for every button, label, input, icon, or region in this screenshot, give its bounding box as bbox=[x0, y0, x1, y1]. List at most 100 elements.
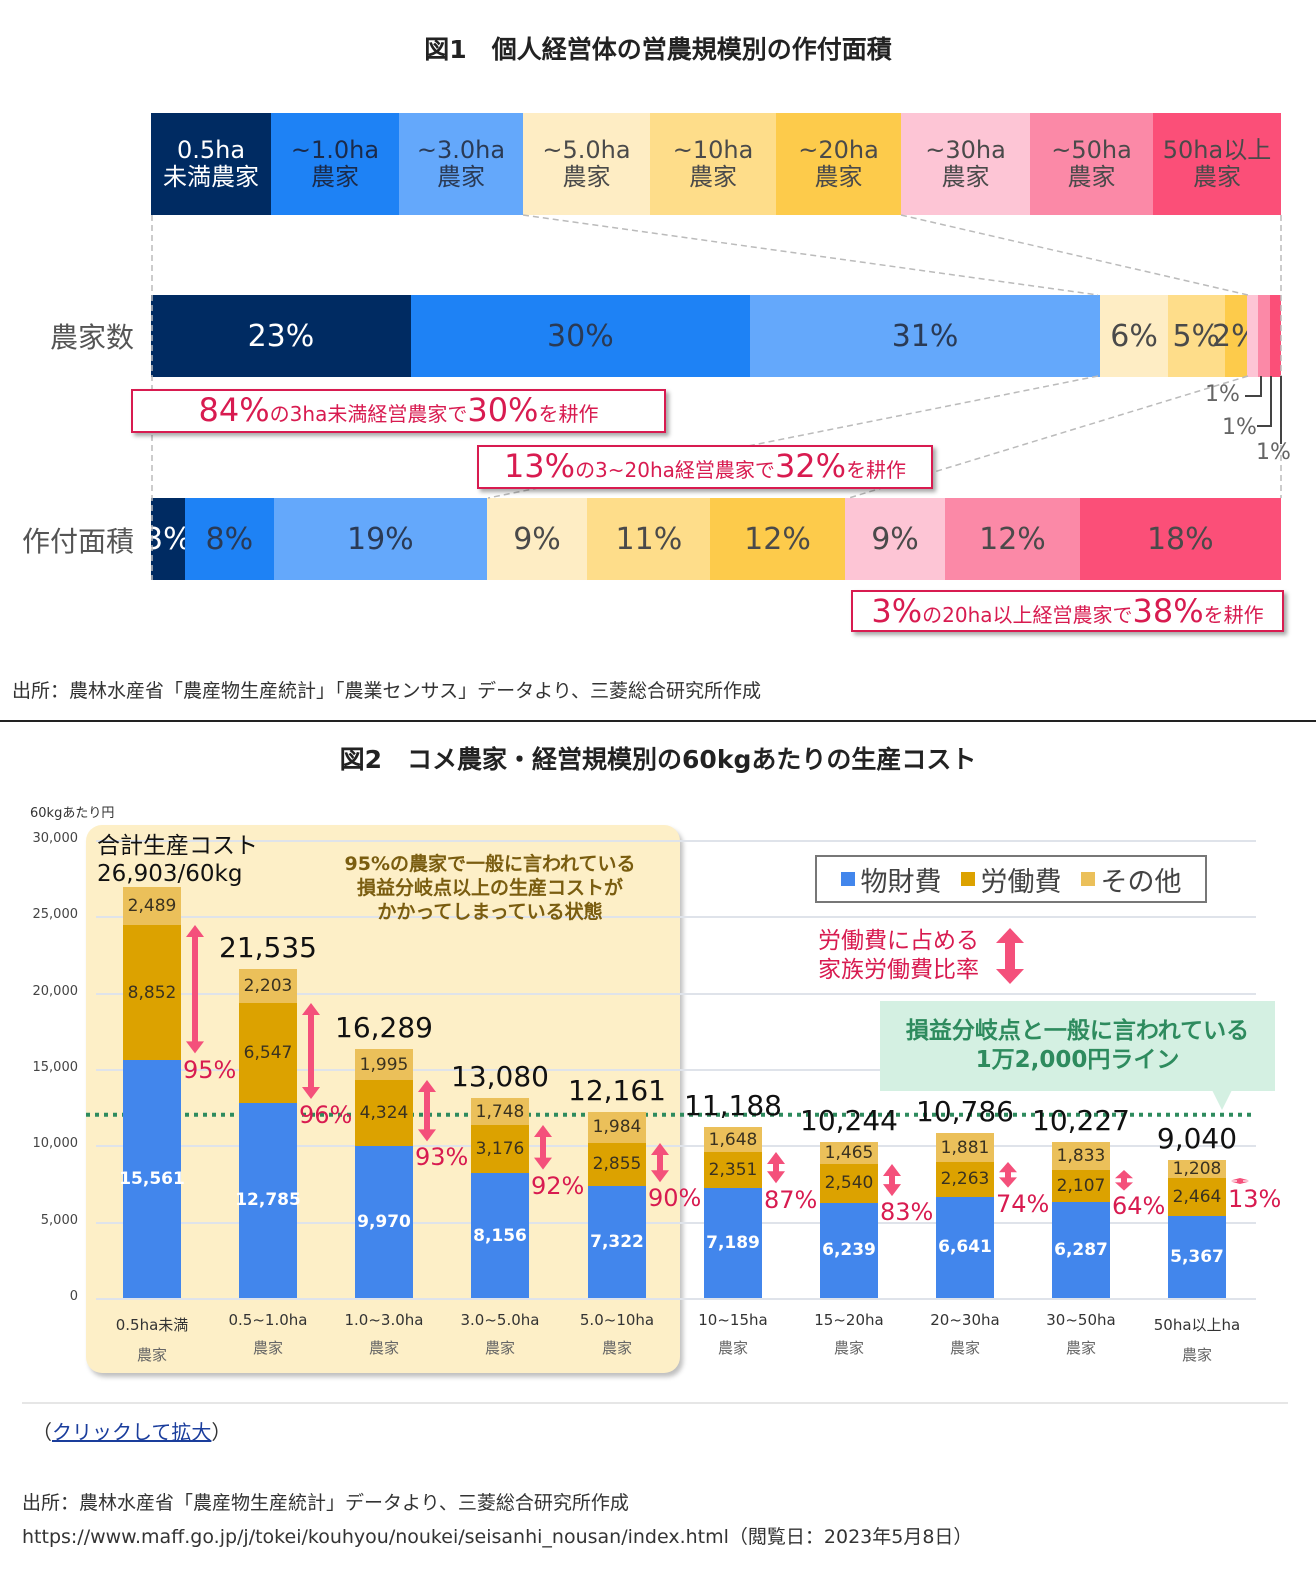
segment-pct-label: 18% bbox=[1146, 521, 1214, 557]
size-category-suffix: 農家 bbox=[689, 163, 737, 191]
bar-value-label: 7,322 bbox=[590, 1232, 644, 1253]
bar-value-label: 6,239 bbox=[822, 1240, 876, 1261]
bar-total-label: 13,080 bbox=[451, 1060, 549, 1094]
farm-count-segment: 31% bbox=[749, 295, 1101, 377]
click-to-enlarge-link[interactable]: クリックして拡大 bbox=[52, 1420, 212, 1444]
farm-count-segment: 30% bbox=[410, 295, 750, 377]
guide-area-3ha bbox=[487, 375, 1099, 499]
fig1-source: 出所：農林水産省「農産物生産統計」「農業センサス」データより、三菱総合研究所作成 bbox=[12, 680, 761, 702]
paren-close: ） bbox=[211, 1420, 232, 1444]
y-tick-label: 20,000 bbox=[32, 983, 79, 999]
row-label-planted-area: 作付面積 bbox=[22, 525, 135, 558]
family-labor-ratio-label: 92% bbox=[531, 1171, 585, 1200]
bar-total-label: 12,161 bbox=[568, 1074, 666, 1108]
planted-area-segment: 12% bbox=[945, 498, 1080, 580]
breakeven-note-line1: 損益分岐点と一般に言われている bbox=[905, 1018, 1250, 1044]
legend-swatch-other bbox=[1080, 872, 1095, 886]
legend-swatch-materials bbox=[840, 872, 855, 886]
bar-segment-labor: 2,351 bbox=[704, 1152, 762, 1189]
x-category-suffix: 農家 bbox=[484, 1339, 515, 1357]
x-category-label: 50ha以上ha 農家 bbox=[1137, 1310, 1257, 1370]
x-category-label: 15~20ha 農家 bbox=[789, 1306, 909, 1362]
size-category-suffix: 農家 bbox=[1067, 163, 1116, 191]
fig2-title: 図2 コメ農家・経営規模別の60kgあたりの生産コスト bbox=[339, 745, 977, 774]
size-category-range: ~20ha bbox=[798, 136, 879, 164]
bar-total-label: 10,227 bbox=[1032, 1103, 1130, 1137]
family-labor-note: 労働費に占める 家族労働費比率 bbox=[818, 927, 979, 985]
bar-segment-labor: 8,852 bbox=[123, 925, 181, 1061]
size-category-range: ~30ha bbox=[925, 136, 1006, 164]
bar-total-label: 16,289 bbox=[335, 1011, 433, 1045]
x-category-size: 3.0~5.0ha bbox=[460, 1311, 540, 1329]
x-category-suffix: 農家 bbox=[252, 1339, 283, 1357]
family-labor-ratio-label: 90% bbox=[648, 1183, 702, 1212]
bar-value-label: 1,748 bbox=[475, 1101, 525, 1122]
bar-segment-labor: 2,540 bbox=[820, 1163, 878, 1203]
x-category-size: 0.5~1.0ha bbox=[228, 1311, 308, 1329]
x-category-label: 10~15ha 農家 bbox=[673, 1306, 793, 1362]
gridline bbox=[96, 1298, 1256, 1300]
bar-value-label: 6,287 bbox=[1054, 1240, 1108, 1260]
bar-total-label: 21,535 bbox=[219, 931, 317, 965]
callout-small-farms: 84% の3ha未満経営農家で 30% を耕作 bbox=[131, 389, 666, 433]
y-axis-title: 60kgあたり円 bbox=[30, 806, 115, 821]
callout-text: の3~20ha経営農家で bbox=[575, 458, 775, 482]
bar-segment-labor: 2,464 bbox=[1168, 1178, 1226, 1217]
bar-segment-other: 1,748 bbox=[471, 1098, 529, 1125]
total-cost-caption: 合計生産コスト 26,903/60kg bbox=[97, 832, 258, 888]
small-pct-label: 1% bbox=[1256, 440, 1291, 465]
click-to-enlarge: （クリックして拡大） bbox=[32, 1416, 231, 1445]
x-category-label: 20~30ha 農家 bbox=[905, 1306, 1025, 1362]
bar-value-label: 2,489 bbox=[127, 896, 177, 917]
callout-pct: 3% bbox=[871, 592, 923, 630]
legend-label: 労働費 bbox=[980, 866, 1062, 898]
bar-value-label: 6,547 bbox=[243, 1042, 293, 1063]
family-labor-arrow-icon bbox=[418, 1079, 436, 1142]
bar-segment-labor: 2,107 bbox=[1052, 1169, 1110, 1202]
y-tick-label: 30,000 bbox=[32, 831, 79, 846]
gridline bbox=[96, 916, 1256, 919]
size-category-range: ~1.0ha bbox=[290, 136, 380, 164]
bar-segment-materials: 6,641 bbox=[936, 1196, 994, 1298]
farm-count-segment: 5% bbox=[1168, 295, 1225, 377]
bar-segment-other: 1,984 bbox=[588, 1112, 646, 1143]
row-label-farm-count: 農家数 bbox=[50, 321, 135, 354]
family-labor-arrow-icon bbox=[1231, 1178, 1249, 1185]
family-labor-arrow-icon bbox=[651, 1142, 669, 1182]
y-tick-label: 25,000 bbox=[32, 907, 79, 923]
segment-pct-label: 8% bbox=[205, 521, 254, 557]
planted-area-segment: 9% bbox=[486, 498, 588, 580]
bar-segment-other: 1,833 bbox=[1052, 1141, 1110, 1170]
size-category-7: ~50ha 農家 bbox=[1030, 113, 1153, 215]
size-category-range: ~10ha bbox=[672, 136, 754, 164]
bar-segment-materials: 6,239 bbox=[820, 1202, 878, 1298]
breakeven-note: 損益分岐点と一般に言われている 1万2,000円ライン bbox=[880, 1001, 1275, 1091]
family-labor-ratio-label: 96% bbox=[299, 1100, 353, 1129]
y-tick-label: 15,000 bbox=[32, 1060, 79, 1075]
size-category-suffix: 農家 bbox=[1193, 163, 1241, 191]
bar-value-label: 2,351 bbox=[708, 1160, 758, 1181]
bar-value-label: 1,833 bbox=[1056, 1145, 1106, 1166]
bar-value-label: 8,852 bbox=[127, 982, 177, 1003]
planted-area-segment: 8% bbox=[184, 498, 275, 580]
bar-value-label: 2,263 bbox=[940, 1169, 990, 1190]
bar-segment-materials: 15,561 bbox=[119, 1060, 185, 1298]
legend-item-labor: 労働費 bbox=[960, 860, 1062, 899]
breakeven-note-line2: 1万2,000円ライン bbox=[975, 1047, 1180, 1073]
family-labor-ratio-label: 83% bbox=[880, 1198, 934, 1227]
bar-value-label: 5,367 bbox=[1170, 1247, 1224, 1268]
family-labor-ratio-label: 87% bbox=[764, 1185, 818, 1214]
size-category-range: ~50ha bbox=[1051, 136, 1132, 164]
bar-value-label: 8,156 bbox=[473, 1225, 527, 1246]
callout-text: の3ha未満経営農家で bbox=[269, 402, 468, 426]
family-labor-ratio-label: 74% bbox=[996, 1189, 1050, 1218]
x-category-size: 15~20ha bbox=[814, 1311, 884, 1329]
bar-value-label: 1,648 bbox=[708, 1129, 758, 1150]
legend-label: その他 bbox=[1100, 866, 1182, 898]
segment-pct-label: 11% bbox=[615, 521, 683, 557]
x-category-size: 20~30ha bbox=[930, 1311, 1000, 1329]
callout-text: を耕作 bbox=[1203, 603, 1264, 627]
bar-value-label: 1,984 bbox=[592, 1117, 642, 1138]
family-labor-arrow-icon bbox=[302, 1002, 320, 1099]
bar-total-label: 10,786 bbox=[916, 1095, 1014, 1129]
